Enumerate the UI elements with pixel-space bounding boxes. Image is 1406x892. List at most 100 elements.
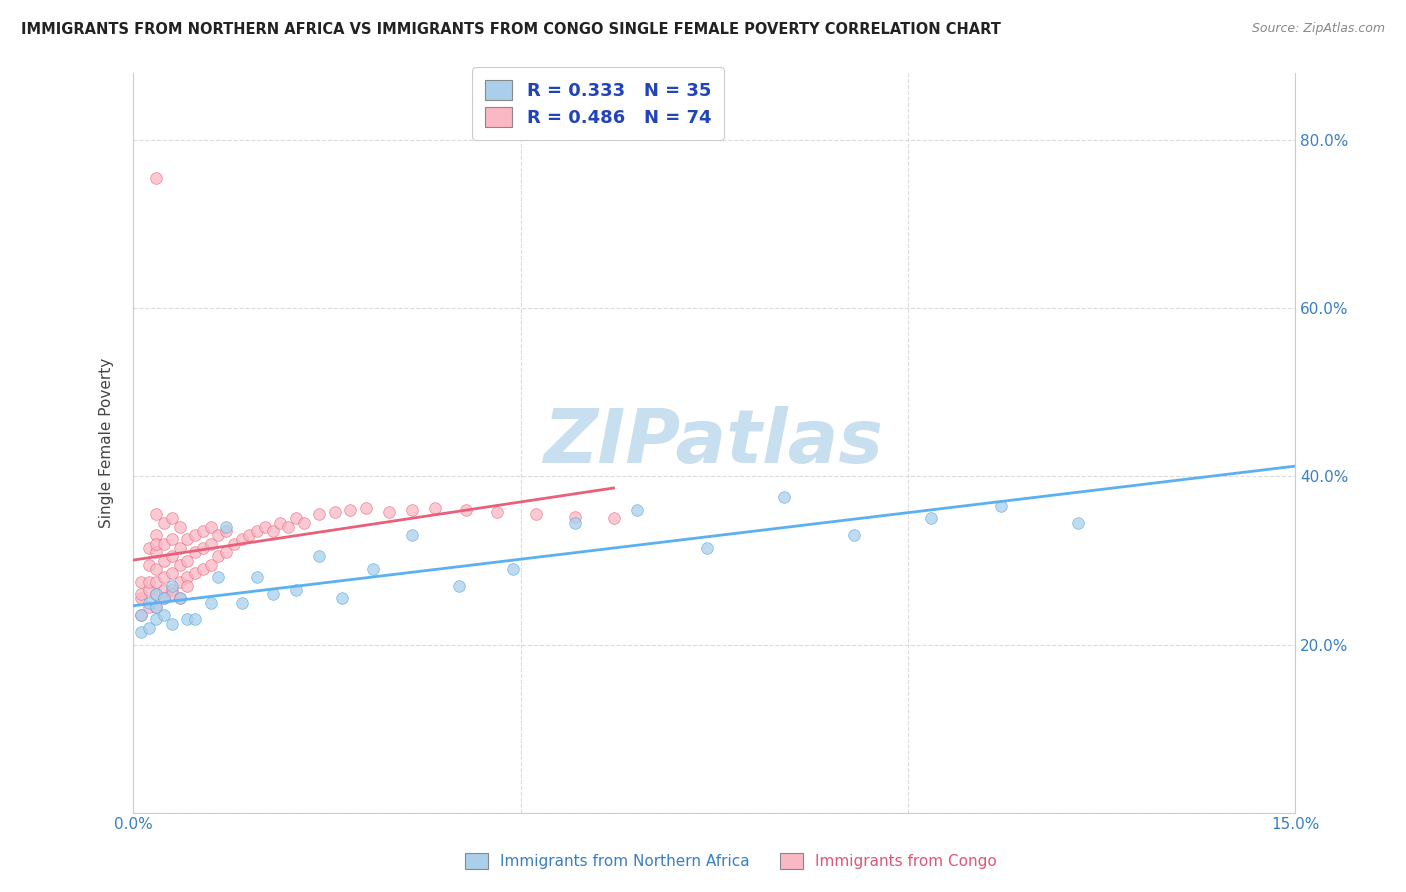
Point — [145, 562, 167, 576]
Point — [160, 566, 183, 580]
Point — [153, 570, 176, 584]
Point — [200, 520, 222, 534]
Point — [486, 505, 509, 519]
Point — [602, 511, 624, 525]
Point — [284, 582, 307, 597]
Point — [184, 612, 207, 626]
Point — [626, 503, 648, 517]
Point — [292, 516, 315, 530]
Point — [169, 558, 191, 572]
Point — [222, 537, 245, 551]
Point — [330, 591, 353, 606]
Point — [169, 591, 191, 606]
Point — [153, 516, 176, 530]
Point — [176, 612, 198, 626]
Point — [145, 612, 167, 626]
Point — [200, 558, 222, 572]
Point — [191, 562, 214, 576]
Point — [696, 541, 718, 555]
Point — [246, 570, 269, 584]
Point — [160, 579, 183, 593]
Point — [169, 520, 191, 534]
Point — [842, 528, 865, 542]
Text: Source: ZipAtlas.com: Source: ZipAtlas.com — [1251, 22, 1385, 36]
Point — [153, 608, 176, 623]
Point — [138, 621, 160, 635]
Point — [145, 587, 167, 601]
Point — [145, 599, 167, 614]
Point — [138, 595, 160, 609]
Point — [215, 520, 238, 534]
Point — [176, 553, 198, 567]
Point — [262, 524, 284, 538]
Point — [160, 587, 183, 601]
Point — [990, 499, 1012, 513]
Point — [160, 511, 183, 525]
Point — [129, 608, 152, 623]
Point — [138, 574, 160, 589]
Point — [378, 505, 401, 519]
Point — [169, 541, 191, 555]
Point — [502, 562, 524, 576]
Point — [129, 587, 152, 601]
Point — [1067, 516, 1090, 530]
Point — [269, 516, 291, 530]
Y-axis label: Single Female Poverty: Single Female Poverty — [100, 358, 114, 528]
Point — [184, 566, 207, 580]
Point — [160, 616, 183, 631]
Text: IMMIGRANTS FROM NORTHERN AFRICA VS IMMIGRANTS FROM CONGO SINGLE FEMALE POVERTY C: IMMIGRANTS FROM NORTHERN AFRICA VS IMMIG… — [21, 22, 1001, 37]
Point — [129, 608, 152, 623]
Point — [207, 549, 229, 564]
Point — [153, 591, 176, 606]
Point — [153, 591, 176, 606]
Point — [200, 537, 222, 551]
Point — [207, 570, 229, 584]
Point — [184, 545, 207, 559]
Point — [524, 508, 547, 522]
Point — [200, 595, 222, 609]
Point — [564, 516, 586, 530]
Point — [138, 599, 160, 614]
Point — [160, 582, 183, 597]
Point — [363, 562, 385, 576]
Point — [262, 587, 284, 601]
Point — [425, 501, 447, 516]
Point — [354, 501, 377, 516]
Point — [339, 503, 361, 517]
Point — [129, 624, 152, 639]
Point — [184, 528, 207, 542]
Point — [308, 508, 330, 522]
Point — [169, 591, 191, 606]
Point — [176, 579, 198, 593]
Point — [231, 595, 253, 609]
Point — [129, 574, 152, 589]
Point — [169, 574, 191, 589]
Point — [176, 533, 198, 547]
Point — [145, 545, 167, 559]
Legend: R = 0.333   N = 35, R = 0.486   N = 74: R = 0.333 N = 35, R = 0.486 N = 74 — [472, 68, 724, 140]
Point — [145, 599, 167, 614]
Point — [176, 570, 198, 584]
Point — [253, 520, 276, 534]
Point — [246, 524, 269, 538]
Point — [401, 503, 423, 517]
Point — [138, 582, 160, 597]
Point — [145, 537, 167, 551]
Point — [160, 533, 183, 547]
Point — [160, 549, 183, 564]
Point — [238, 528, 260, 542]
Point — [145, 508, 167, 522]
Point — [215, 524, 238, 538]
Point — [308, 549, 330, 564]
Point — [447, 579, 470, 593]
Point — [153, 553, 176, 567]
Point — [138, 558, 160, 572]
Point — [153, 582, 176, 597]
Point — [920, 511, 942, 525]
Point — [145, 574, 167, 589]
Point — [191, 541, 214, 555]
Point — [564, 509, 586, 524]
Point — [401, 528, 423, 542]
Point — [191, 524, 214, 538]
Legend: Immigrants from Northern Africa, Immigrants from Congo: Immigrants from Northern Africa, Immigra… — [458, 847, 1004, 875]
